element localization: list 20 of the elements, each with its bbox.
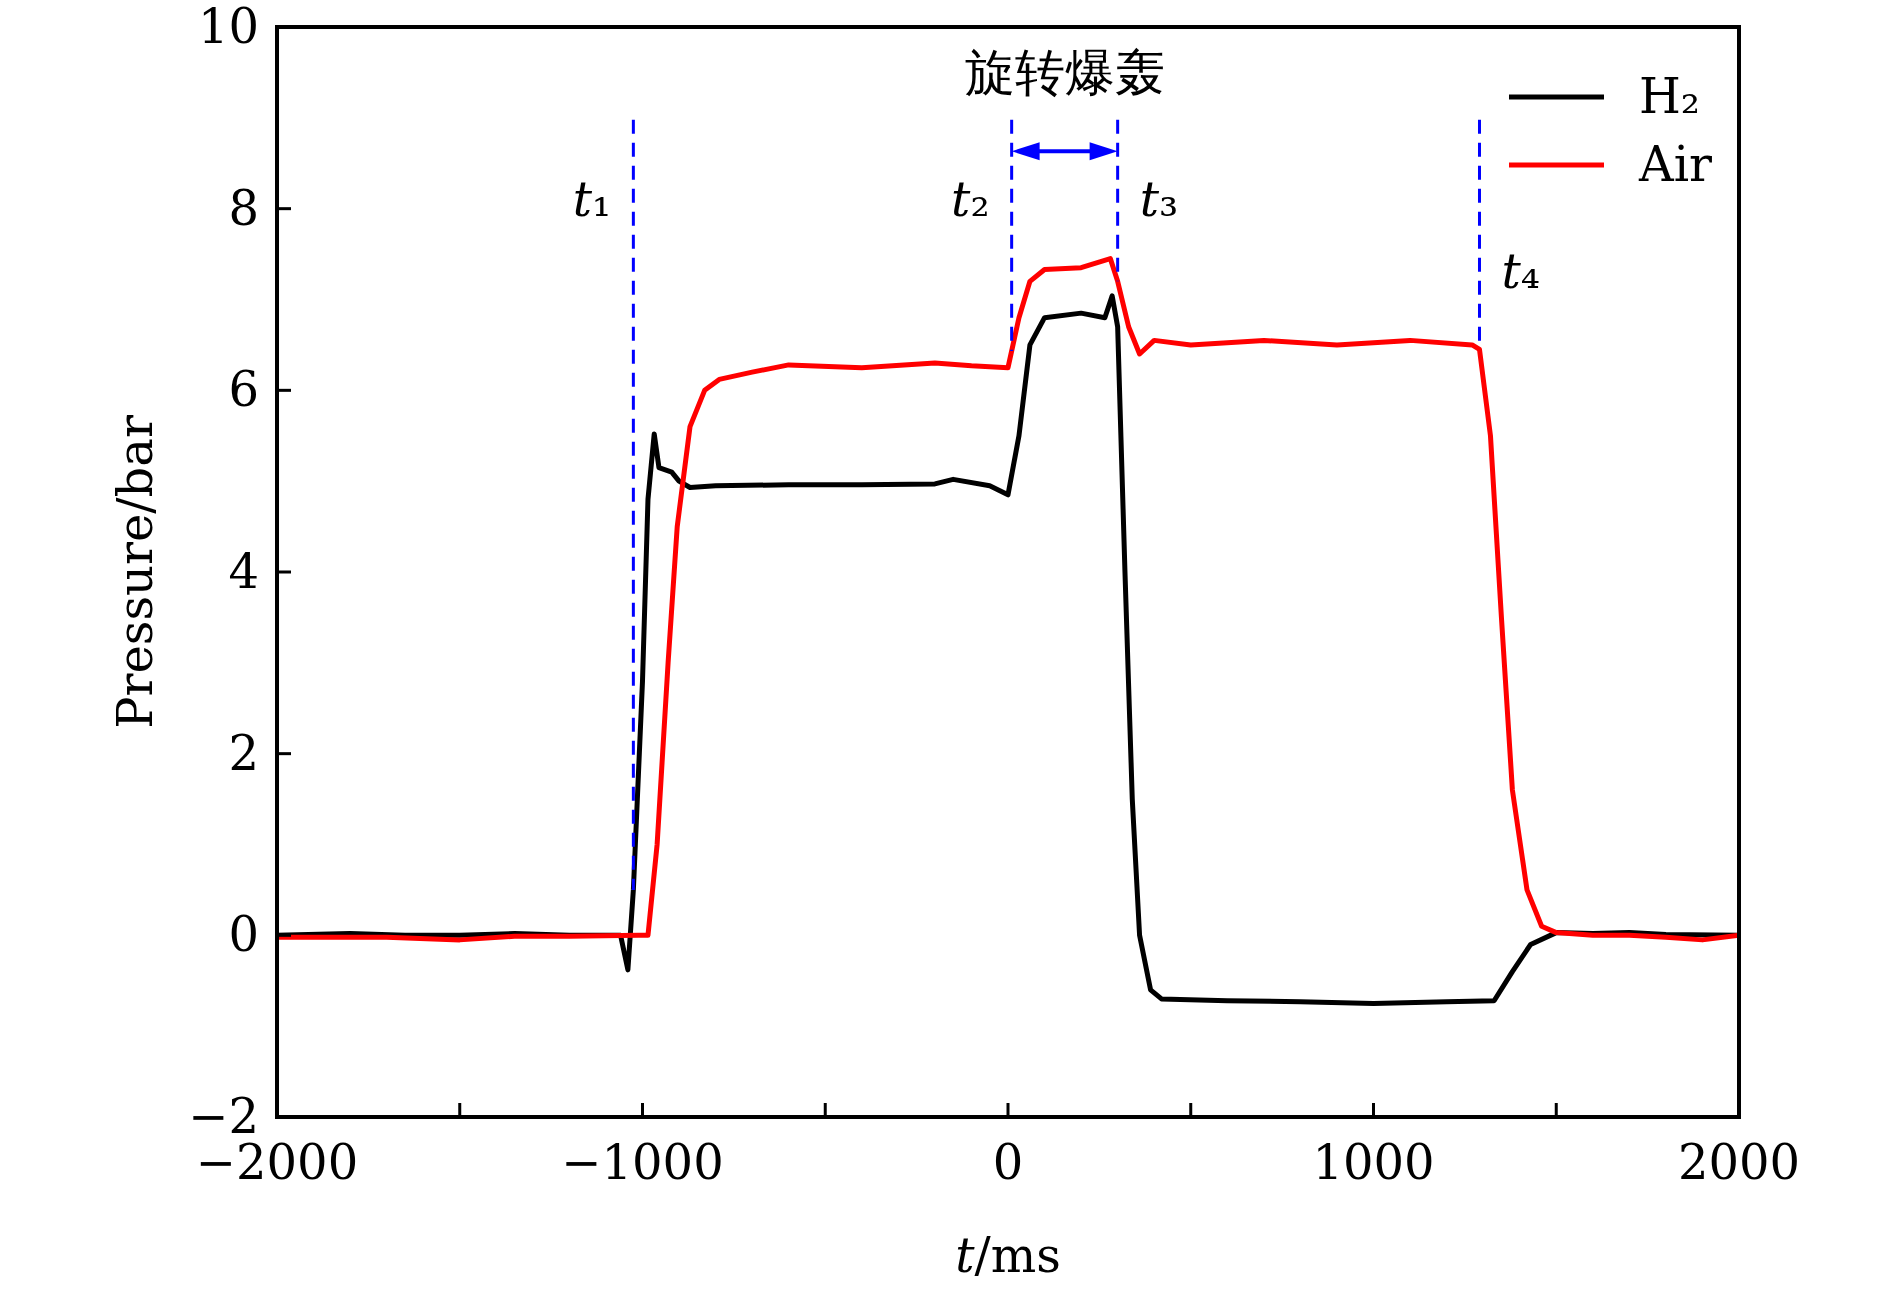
y-tick-label: 6 [228,361,259,418]
y-tick-label: 8 [228,179,259,236]
legend-label: Air [1638,136,1713,192]
ref-line-label: t₁ [572,170,612,227]
x-tick-label: 1000 [1312,1134,1435,1190]
x-tick-label: 2000 [1677,1134,1801,1190]
y-tick-label: 10 [197,0,259,54]
x-tick-label: −2000 [195,1134,359,1190]
y-tick-label: 4 [228,543,259,599]
ref-line-label: t₂ [951,170,990,227]
y-tick-label: 2 [228,724,259,781]
ref-line-label: t₄ [1501,243,1541,300]
x-axis-title: t/ms [955,1227,1061,1283]
x-tick-label: 0 [992,1134,1024,1190]
y-tick-label: 0 [228,906,259,963]
legend-label: H₂ [1639,68,1701,124]
x-tick-label: −1000 [561,1134,724,1190]
y-axis-title: Pressure/bar [107,415,163,729]
ref-line-label: t₃ [1139,170,1179,227]
annotation: 旋转爆轰 [964,43,1165,102]
